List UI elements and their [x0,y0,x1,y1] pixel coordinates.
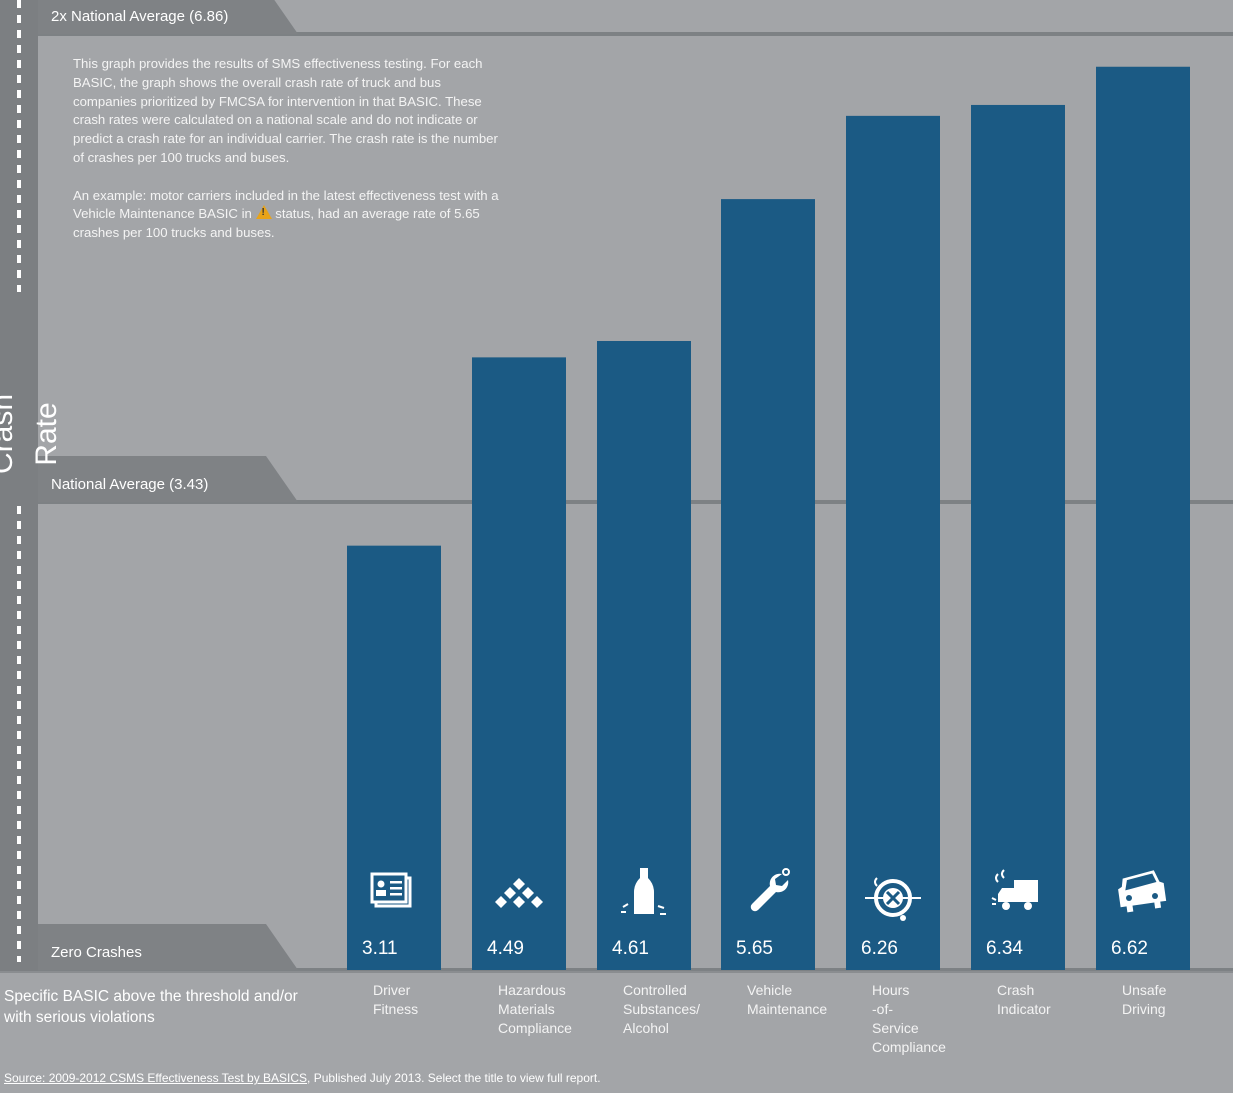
bar-value-label: 6.62 [1111,938,1148,959]
bar-value-label: 4.49 [487,938,524,959]
ref-label-national-average: National Average (3.43) [51,476,209,493]
ref-label-2x-national-average: 2x National Average (6.86) [51,8,229,25]
reference-tab [38,456,298,502]
description-example-end: status, had an average rate of 5.65 cras… [73,206,480,241]
chart-description: This graph provides the results of SMS e… [73,55,503,262]
bar [721,199,815,971]
bar [472,357,566,971]
description-paragraph-1: This graph provides the results of SMS e… [73,56,498,165]
category-label: Driver Fitness [373,982,419,1017]
category-label: Hazardous Materials Compliance [498,982,572,1036]
reference-tab [38,924,298,970]
description-example-start: An example: motor carriers included in t… [73,187,499,222]
ref-label-zero-crashes: Zero Crashes [51,944,142,961]
bar-value-label: 4.61 [612,938,649,959]
bar [971,104,1065,970]
driver-license-icon [370,872,412,908]
hazmat-diamonds-icon [495,878,543,908]
bar [597,340,691,970]
bottle-icon [621,868,666,915]
bar-value-label: 6.26 [861,938,898,959]
category-label: Hours -of- Service Compliance [872,982,946,1055]
source-line: Source: 2009-2012 CSMS Effectiveness Tes… [4,1071,601,1085]
reference-tab [38,0,298,34]
bar-value-label: 3.11 [362,938,398,959]
source-details: , Published July 2013. Select the title … [307,1071,601,1085]
bar-value-label: 5.65 [736,938,773,959]
legend-note: Specific BASIC above the threshold and/o… [4,988,298,1026]
wrench-icon [750,868,790,912]
car-front-icon [1118,870,1167,913]
source-link[interactable]: Source: 2009-2012 CSMS Effectiveness Tes… [4,1071,308,1085]
category-label: Crash Indicator [997,982,1051,1017]
description-paragraph-2: An example: motor carriers included in t… [73,187,503,243]
bar-value-label: 6.34 [986,938,1023,959]
crashed-truck-icon [991,869,1038,910]
bar [1096,66,1190,971]
warning-triangle-icon [255,205,272,220]
clock-steering-icon [865,877,921,921]
category-label: Vehicle Maintenance [747,982,828,1017]
bar [846,115,940,970]
category-label: Unsafe Driving [1122,982,1167,1017]
category-label: Controlled Substances/ Alcohol [623,982,701,1036]
